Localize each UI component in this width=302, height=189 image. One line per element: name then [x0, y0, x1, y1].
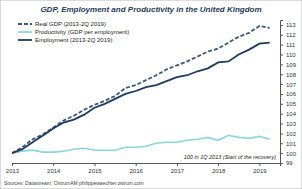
series-line	[12, 135, 270, 153]
y-tick-mark	[280, 124, 283, 125]
y-tick-mark	[280, 104, 283, 105]
y-tick-label: 111	[286, 42, 296, 48]
y-tick-label: 101	[286, 141, 297, 147]
plot-area	[12, 26, 270, 153]
y-tick-label: 104	[286, 111, 297, 117]
y-tick: 107	[280, 82, 297, 88]
legend-label: Productivity (GDP per employment)	[35, 29, 129, 35]
y-tick: 112	[280, 32, 296, 38]
y-tick-mark	[280, 35, 283, 36]
y-tick-label: 109	[286, 62, 297, 68]
legend-swatch	[18, 39, 32, 41]
y-tick-label: 102	[286, 131, 297, 137]
y-tick-mark	[280, 25, 283, 26]
series-line	[12, 26, 270, 153]
x-tick: 2017	[171, 163, 185, 174]
x-tick: 2015	[88, 163, 102, 174]
x-tick-mark	[94, 163, 95, 166]
chart: GDP, Employment and Productivity in the …	[0, 0, 302, 189]
y-tick-mark	[280, 133, 283, 134]
x-axis-line	[13, 164, 281, 167]
y-tick-mark	[280, 94, 283, 95]
x-axis: 2013 2014 2015 2016 2017 2018 2019	[6, 163, 281, 174]
series-line	[12, 43, 270, 153]
y-tick: 102	[280, 131, 297, 137]
x-tick-label: 2013	[6, 168, 20, 174]
x-tick: 2019	[253, 163, 267, 174]
y-tick-label: 103	[286, 121, 297, 127]
y-tick-mark	[280, 64, 283, 65]
y-tick-label: 110	[286, 52, 296, 58]
y-tick-mark	[280, 163, 283, 164]
x-tick-label: 2017	[171, 168, 185, 174]
y-tick-label: 106	[286, 91, 297, 97]
x-tick: 2016	[130, 163, 144, 174]
x-tick-mark	[259, 163, 260, 166]
y-tick: 113	[280, 22, 296, 28]
y-tick-label: 107	[286, 82, 297, 88]
annotation: 100 in 1Q 2013 (Start of the recovery)	[184, 154, 276, 160]
source-note: Sources: Datastream; OstrumAM philippewa…	[4, 180, 144, 186]
y-tick: 101	[280, 141, 297, 147]
y-tick-mark	[280, 84, 283, 85]
x-tick-label: 2016	[130, 168, 144, 174]
y-tick-mark	[280, 114, 283, 115]
title: GDP, Employment and Productivity in the …	[40, 5, 261, 14]
y-tick-label: 108	[286, 72, 297, 78]
x-tick-label: 2019	[253, 168, 267, 174]
y-tick: 108	[280, 72, 297, 78]
y-tick-label: 99	[286, 160, 293, 166]
y-tick: 104	[280, 111, 297, 117]
legend-swatch	[18, 31, 32, 33]
y-tick: 103	[280, 121, 297, 127]
x-tick-mark	[136, 163, 137, 166]
x-tick-mark	[218, 163, 219, 166]
x-tick-mark	[12, 163, 13, 166]
x-tick-label: 2015	[88, 168, 102, 174]
y-tick-mark	[280, 55, 283, 56]
y-tick-label: 100	[286, 151, 297, 157]
background	[0, 0, 302, 189]
legend-swatch	[18, 23, 32, 25]
y-tick: 105	[280, 101, 297, 107]
y-tick-mark	[280, 45, 283, 46]
x-tick: 2018	[212, 163, 226, 174]
y-tick-label: 105	[286, 101, 297, 107]
x-tick: 2013	[6, 163, 20, 174]
y-tick-mark	[280, 74, 283, 75]
x-tick-label: 2018	[212, 168, 226, 174]
y-tick-label: 113	[286, 22, 296, 28]
y-tick-mark	[280, 143, 283, 144]
x-tick-label: 2014	[47, 168, 61, 174]
y-tick-mark	[280, 153, 283, 154]
y-tick-label: 112	[286, 32, 296, 38]
y-tick: 106	[280, 91, 297, 97]
x-tick-mark	[53, 163, 54, 166]
y-tick: 110	[280, 52, 296, 58]
y-axis: 99 100 101 102 103 104 105 106 107 108 109 110 111 11…	[280, 21, 297, 167]
y-tick: 99	[280, 160, 293, 166]
legend: Real GDP (2013-2Q 2019) Productivity (GDP…	[18, 21, 129, 43]
legend-label: Real GDP (2013-2Q 2019)	[35, 21, 106, 27]
y-tick: 109	[280, 62, 297, 68]
legend-label: Employment (2013-2Q 2019)	[35, 37, 112, 43]
x-tick: 2014	[47, 163, 61, 174]
y-tick: 111	[280, 42, 296, 48]
y-tick: 100	[280, 151, 297, 157]
x-tick-mark	[177, 163, 178, 166]
y-axis-line	[281, 21, 284, 164]
